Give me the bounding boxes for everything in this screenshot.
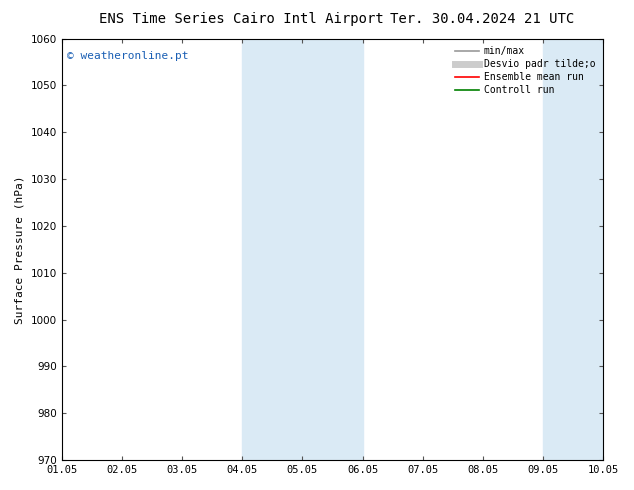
Y-axis label: Surface Pressure (hPa): Surface Pressure (hPa) (15, 175, 25, 323)
Text: ENS Time Series Cairo Intl Airport: ENS Time Series Cairo Intl Airport (98, 12, 384, 26)
Legend: min/max, Desvio padr tilde;o, Ensemble mean run, Controll run: min/max, Desvio padr tilde;o, Ensemble m… (452, 44, 598, 98)
Text: © weatheronline.pt: © weatheronline.pt (67, 51, 188, 61)
Bar (242, 39, 363, 460)
Bar (543, 39, 604, 460)
Text: Ter. 30.04.2024 21 UTC: Ter. 30.04.2024 21 UTC (390, 12, 574, 26)
